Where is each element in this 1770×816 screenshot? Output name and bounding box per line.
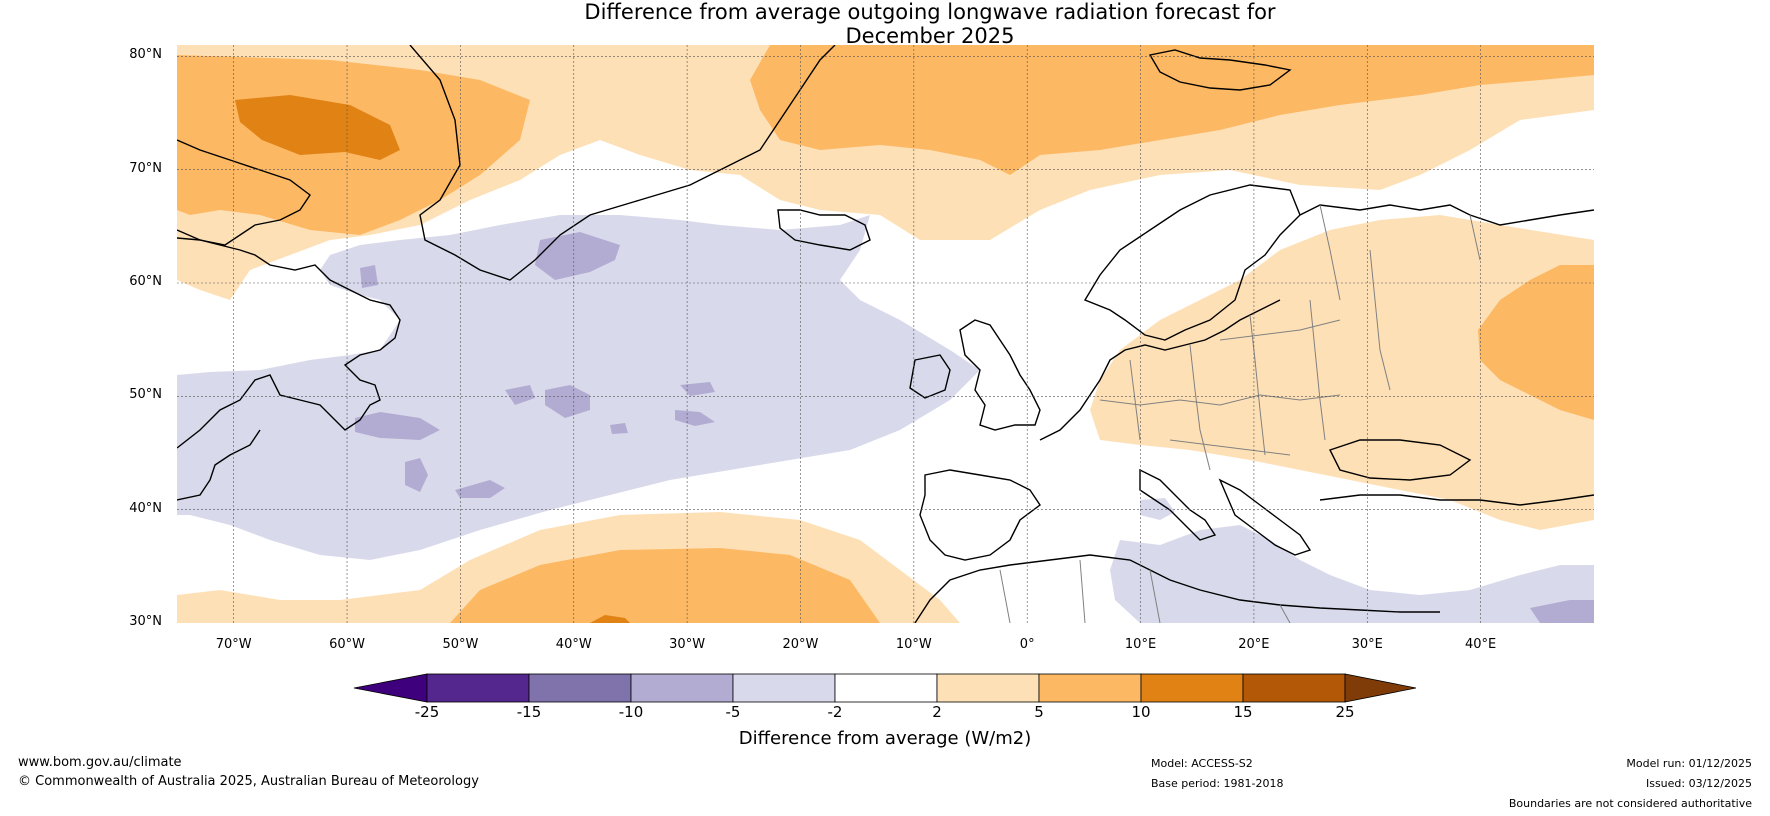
lat-label: 80°N bbox=[129, 47, 162, 63]
colorbar-arrow-high bbox=[1344, 673, 1417, 703]
lon-label: 20°E bbox=[1238, 637, 1270, 652]
lon-label: 20°W bbox=[782, 637, 819, 652]
coast-scandinavia bbox=[1083, 184, 1301, 341]
anomaly-patch-purple-10 bbox=[360, 265, 378, 288]
coast-iberia bbox=[919, 469, 1041, 561]
colorbar-segment bbox=[834, 673, 938, 703]
colorbar-segment bbox=[1242, 673, 1346, 703]
title-line-1: Difference from average outgoing longwav… bbox=[584, 0, 1276, 24]
coast-greenland bbox=[409, 45, 836, 281]
anomaly-region-russia-medium bbox=[1478, 265, 1594, 420]
border-europe-4 bbox=[1249, 314, 1266, 456]
lon-label: 10°E bbox=[1124, 637, 1157, 652]
anomaly-patch-purple-2 bbox=[355, 412, 440, 440]
coast-iceland bbox=[777, 209, 871, 251]
footer-model-run: Model run: 01/12/2025 bbox=[1626, 757, 1752, 770]
anomaly-region-arctic-medium bbox=[750, 45, 1594, 175]
coast-great-britain bbox=[959, 319, 1041, 431]
lon-label: 0° bbox=[1019, 637, 1035, 652]
colorbar-tick-label: 2 bbox=[932, 703, 942, 721]
colorbar bbox=[353, 673, 1417, 703]
coast-canada-north bbox=[177, 139, 311, 246]
anomaly-region-subtropical-medium bbox=[450, 548, 880, 623]
colorbar-segment bbox=[426, 673, 530, 703]
colorbar-segment bbox=[936, 673, 1040, 703]
anomaly-patch-purple-5 bbox=[455, 480, 505, 498]
anomaly-region-europe-light bbox=[1090, 215, 1594, 530]
lat-label: 60°N bbox=[129, 274, 162, 289]
border-europe-1 bbox=[1099, 394, 1341, 406]
coast-continental-europe bbox=[1039, 299, 1281, 441]
anomaly-region-mediterranean-small bbox=[1140, 498, 1175, 520]
coast-italy bbox=[1139, 468, 1217, 541]
lon-label: 40°W bbox=[555, 637, 592, 652]
anomaly-region-subtropical-strong bbox=[590, 615, 630, 623]
colorbar-segment bbox=[630, 673, 734, 703]
footer-model: Model: ACCESS-S2 bbox=[1151, 757, 1253, 770]
lat-label: 30°N bbox=[129, 614, 162, 629]
anomaly-patch-med-purple bbox=[1530, 600, 1594, 623]
coast-ireland bbox=[909, 354, 951, 399]
lat-label: 70°N bbox=[129, 160, 162, 176]
colorbar-tick-label: 25 bbox=[1335, 703, 1355, 721]
footer-disclaimer: Boundaries are not considered authoritat… bbox=[1508, 797, 1752, 810]
lon-label: 30°E bbox=[1351, 637, 1383, 652]
colorbar-tick-label: -25 bbox=[414, 703, 440, 721]
lat-label: 40°N bbox=[129, 500, 162, 516]
coast-north-america bbox=[177, 237, 401, 449]
colorbar-segment bbox=[732, 673, 836, 703]
coast-balkans bbox=[1218, 478, 1312, 556]
anomaly-region-atlantic-light-purple bbox=[177, 215, 980, 560]
border-europe-6 bbox=[1169, 439, 1291, 456]
colorbar-arrow-low bbox=[353, 673, 428, 703]
anomaly-patch-purple-8 bbox=[675, 410, 715, 426]
anomaly-patch-purple-7 bbox=[680, 382, 715, 396]
lon-label: 60°W bbox=[329, 637, 365, 652]
border-africa bbox=[999, 559, 1291, 623]
footer-website[interactable]: www.bom.gov.au/climate bbox=[18, 755, 182, 770]
coast-turkey bbox=[1319, 494, 1594, 506]
anomaly-patch-purple-4 bbox=[505, 385, 535, 405]
colorbar-label: Difference from average (W/m2) bbox=[738, 728, 1032, 749]
colorbar-tick-label: -15 bbox=[516, 703, 542, 721]
lon-label: 10°W bbox=[895, 637, 932, 652]
lon-label: 50°W bbox=[442, 637, 479, 652]
coast-svalbard bbox=[1148, 49, 1292, 91]
colorbar-tick-label: 15 bbox=[1233, 703, 1253, 721]
colorbar-tick-label: -2 bbox=[827, 703, 843, 721]
chart-title: Difference from average outgoing longwav… bbox=[0, 0, 1770, 48]
coast-black-sea bbox=[1329, 439, 1472, 481]
footer-copyright: © Commonwealth of Australia 2025, Austra… bbox=[18, 774, 479, 789]
colorbar-segment bbox=[1140, 673, 1244, 703]
border-europe-5 bbox=[1309, 299, 1326, 441]
lon-label: 70°W bbox=[215, 637, 252, 652]
border-europe-7 bbox=[1369, 249, 1391, 391]
border-europe-3 bbox=[1189, 344, 1211, 471]
colorbar-tick-label: 5 bbox=[1034, 703, 1044, 721]
lon-label: 40°E bbox=[1464, 637, 1497, 652]
coast-finland-russia-north bbox=[1299, 204, 1594, 226]
anomaly-patch-purple-1 bbox=[535, 232, 620, 280]
coast-north-america-south bbox=[177, 429, 261, 501]
border-russia bbox=[1319, 204, 1481, 301]
anomaly-region-greenland-strong bbox=[235, 95, 400, 160]
footer-issued: Issued: 03/12/2025 bbox=[1645, 777, 1752, 790]
border-europe-8 bbox=[1219, 319, 1341, 341]
anomaly-patch-purple-3 bbox=[545, 385, 590, 418]
colorbar-tick-label: -10 bbox=[618, 703, 644, 721]
lon-label: 30°W bbox=[669, 637, 706, 652]
gridlines bbox=[177, 45, 1594, 623]
title-line-2: December 2025 bbox=[845, 24, 1015, 48]
lat-label: 50°N bbox=[129, 387, 162, 403]
border-europe-2 bbox=[1129, 359, 1141, 441]
colorbar-tick-label: 10 bbox=[1131, 703, 1151, 721]
anomaly-patch-purple-6 bbox=[405, 458, 428, 492]
anomaly-region-mediterranean-light-purple bbox=[1110, 525, 1594, 623]
colorbar-segment bbox=[1038, 673, 1142, 703]
anomaly-patch-purple-9 bbox=[610, 423, 628, 434]
colorbar-segment bbox=[528, 673, 632, 703]
colorbar-tick-label: -5 bbox=[725, 703, 741, 721]
footer-base-period: Base period: 1981-2018 bbox=[1151, 777, 1284, 790]
